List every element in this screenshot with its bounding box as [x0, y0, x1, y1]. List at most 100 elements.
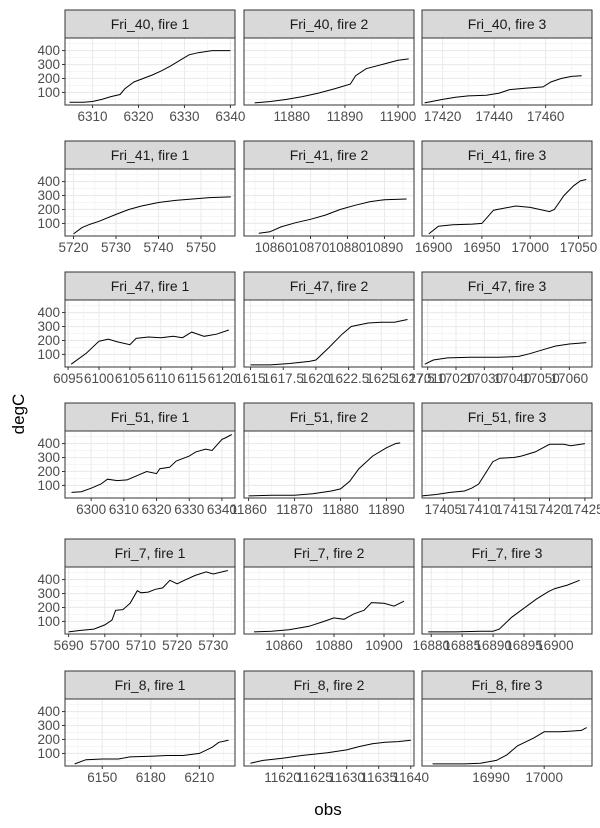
facet-title: Fri_47, fire 3: [468, 278, 547, 294]
facet-panel: Fri_51, fire 1 6300 6310 6320 6330 6340 100200…: [37, 402, 237, 517]
series-line: [70, 329, 229, 365]
y-tick-label: 100: [37, 85, 60, 100]
facet-panel: Fri_41, fire 1 5720 5730 5740 5750 1002003004…: [37, 140, 236, 255]
y-tick-label: 400: [37, 436, 60, 451]
gridlines: [244, 567, 414, 634]
x-tick-label: 5690: [54, 638, 84, 653]
x-tick-label: 6330: [169, 109, 199, 124]
x-axis: 10860 10870 10880 10890: [255, 236, 403, 255]
gridlines: [65, 567, 235, 634]
x-axis: 11880 11890 11900: [274, 105, 417, 124]
y-tick-label: 300: [37, 57, 60, 72]
panel-border: [64, 37, 236, 106]
x-tick-label: 17050: [560, 240, 598, 255]
y-tick-label: 200: [37, 600, 60, 615]
y-tick-label: 400: [37, 572, 60, 587]
x-tick-label: 16900: [536, 638, 574, 653]
facet-strip: [243, 140, 415, 170]
x-axis: 11860 11870 11880 11890: [230, 498, 405, 517]
facet-strip: [64, 538, 236, 568]
facet-strip: [421, 670, 593, 700]
y-tick-label: 200: [37, 464, 60, 479]
facet-title: Fri_41, fire 1: [111, 147, 190, 163]
panel-border: [421, 430, 593, 499]
panel-border: [64, 698, 236, 767]
series-line: [74, 739, 229, 765]
x-tick-label: 5730: [198, 638, 228, 653]
x-tick-label: 17405: [424, 502, 462, 517]
gridlines: [65, 431, 235, 498]
panel-border: [421, 168, 593, 237]
x-tick-label: 10900: [365, 638, 403, 653]
x-tick-label: 6310: [78, 109, 108, 124]
x-axis: 6300 6310 6320 6330 6340: [76, 498, 237, 517]
facet-title: Fri_51, fire 1: [111, 409, 190, 425]
x-tick-label: 6100: [84, 371, 114, 386]
panel-border: [421, 698, 593, 767]
facet-strip: [243, 402, 415, 432]
x-tick-label: 6180: [136, 770, 166, 785]
series-line: [71, 434, 232, 493]
x-tick-label: 17020: [437, 371, 475, 386]
y-tick-label: 200: [37, 333, 60, 348]
y-tick-label: 300: [37, 188, 60, 203]
x-axis: 16990 17000: [472, 766, 563, 785]
x-tick-label: 6095: [53, 371, 83, 386]
facet-title: Fri_41, fire 3: [468, 147, 547, 163]
x-tick-label: 5730: [101, 240, 131, 255]
facet-strip: [64, 670, 236, 700]
x-tick-label: 6110: [146, 371, 175, 386]
x-tick-label: 17010: [409, 371, 447, 386]
y-tick-label: 100: [37, 746, 60, 761]
x-tick-label: 11880: [274, 109, 311, 124]
series-line: [250, 319, 408, 366]
x-tick-label: 6330: [174, 502, 204, 517]
panel-border: [421, 37, 593, 106]
facet-title: Fri_51, fire 2: [290, 409, 369, 425]
gridlines: [65, 38, 235, 105]
x-tick-label: 16990: [472, 770, 510, 785]
facet-panel: Fri_7, fire 1 5690 5700 5710 5720 5730 1002003…: [37, 538, 236, 653]
x-tick-label: 6310: [109, 502, 139, 517]
facet-title: Fri_7, fire 3: [472, 545, 543, 561]
facet-title: Fri_7, fire 1: [115, 545, 186, 561]
x-tick-label: 10870: [292, 240, 330, 255]
panel-border: [243, 37, 415, 106]
y-tick-label: 100: [37, 614, 60, 629]
facet-strip: [421, 9, 593, 39]
facet-panel: Fri_41, fire 3 16900 16950 17000 17050: [415, 140, 597, 255]
gridlines: [244, 431, 414, 498]
x-tick-label: 1620: [301, 371, 331, 386]
x-tick-label: 11890: [327, 109, 364, 124]
facet-title: Fri_51, fire 3: [468, 409, 547, 425]
panel-border: [64, 168, 236, 237]
x-tick-label: 11640: [393, 770, 430, 785]
x-tick-label: 11880: [322, 502, 359, 517]
facet-strip: [421, 538, 593, 568]
x-tick-label: 5700: [90, 638, 120, 653]
facet-title: Fri_47, fire 2: [290, 278, 369, 294]
x-tick-label: 6120: [208, 371, 238, 386]
x-tick-label: 16885: [443, 638, 481, 653]
x-tick-label: 11890: [368, 502, 405, 517]
panel-border: [243, 299, 415, 368]
series-line: [258, 198, 407, 234]
gridlines: [422, 169, 592, 236]
series-line: [68, 570, 228, 633]
x-axis: 5720 5730 5740 5750: [58, 236, 216, 255]
x-tick-label: 17410: [460, 502, 498, 517]
x-tick-label: 10880: [329, 240, 367, 255]
gridlines: [244, 38, 414, 105]
gridlines: [244, 169, 414, 236]
x-tick-label: 11900: [380, 109, 417, 124]
panel-border: [243, 430, 415, 499]
series-line: [248, 442, 401, 497]
x-axis: 16900 16950 17000 17050: [415, 236, 597, 255]
y-tick-label: 100: [37, 347, 60, 362]
facet-strip: [243, 670, 415, 700]
x-tick-label: 10860: [255, 240, 293, 255]
